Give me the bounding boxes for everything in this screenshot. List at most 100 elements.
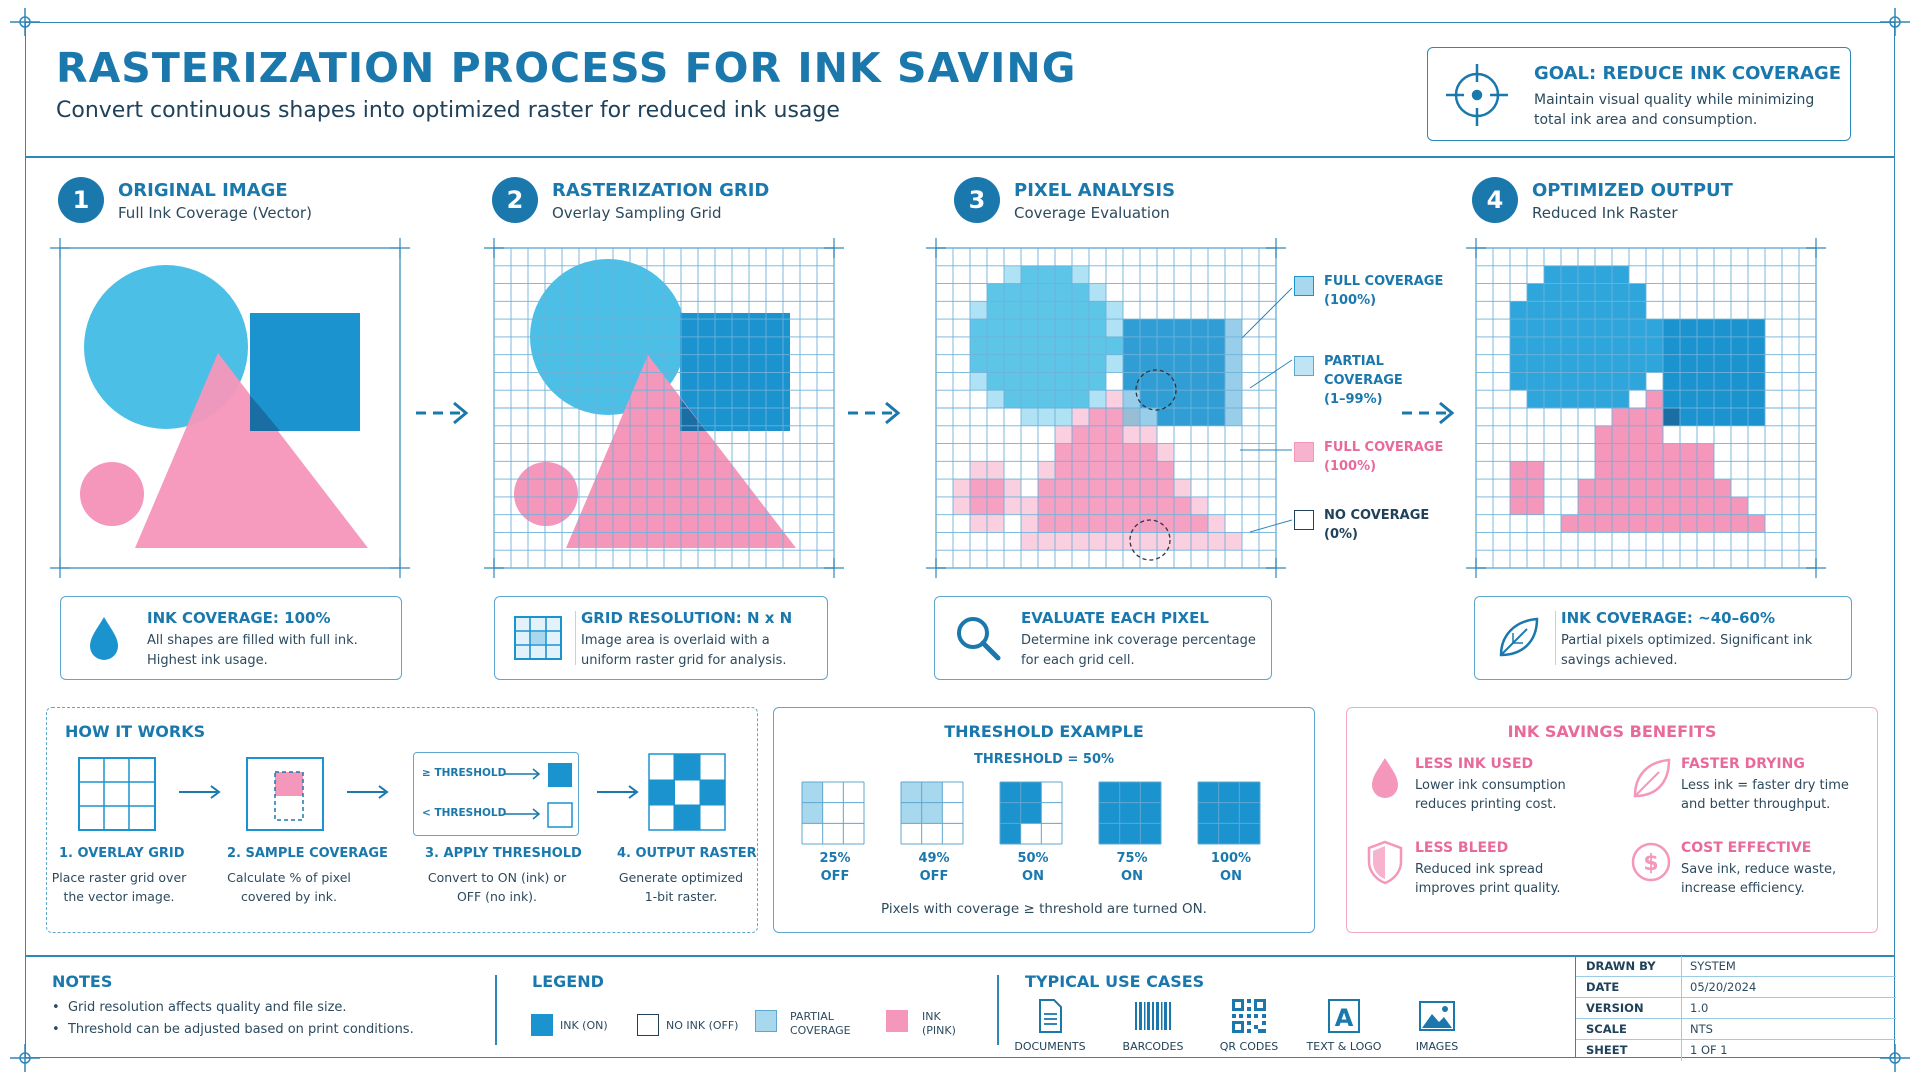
goal-box: GOAL: REDUCE INK COVERAGE Maintain visua… — [1427, 47, 1851, 141]
note-item: • Threshold can be adjusted based on pri… — [52, 1022, 414, 1037]
magnifier-icon — [957, 617, 1001, 661]
info-title: INK COVERAGE: 100% — [147, 609, 331, 627]
threshold-rule-box: ≥ THRESHOLD < THRESHOLD — [413, 752, 579, 836]
benefit-title: LESS BLEED — [1415, 840, 1509, 856]
info-description: Determine ink coverage percentage for ea… — [1021, 633, 1256, 668]
how-it-works-box: HOW IT WORKS ≥ THRESHOLD < THRESHOLD — [46, 707, 758, 933]
leaf-icon — [1633, 758, 1671, 798]
hw-step-desc: Generate optimized 1-bit raster. — [618, 870, 744, 904]
qr-code-icon — [1232, 999, 1266, 1033]
step-4-info: INK COVERAGE: ~40–60% Partial pixels opt… — [1474, 596, 1852, 680]
threshold-examples — [801, 781, 1261, 845]
hw-step-label: 1. OVERLAY GRID — [59, 846, 185, 861]
hw-step-label: 3. APPLY THRESHOLD — [425, 846, 582, 861]
step-subtitle: Reduced Ink Raster — [1532, 204, 1678, 222]
threshold-item-label: 25% OFF — [819, 851, 851, 884]
drawing-frame — [25, 22, 1895, 1058]
goal-description: Maintain visual quality while minimizing… — [1534, 92, 1815, 128]
title-block-row: SHEET 1 OF 1 — [1576, 1040, 1896, 1061]
title-block-row: DATE 05/20/2024 — [1576, 977, 1896, 998]
step-3-info: EVALUATE EACH PIXEL Determine ink covera… — [934, 596, 1272, 680]
benefit-desc: Lower ink consumption reduces printing co… — [1415, 778, 1566, 812]
info-description: All shapes are filled with full ink. Hig… — [147, 633, 358, 668]
legend-swatch-partial — [755, 1010, 777, 1032]
coverage-swatch-full-pink — [1294, 442, 1314, 462]
flow-arrow-2 — [848, 401, 901, 425]
goal-title: GOAL: REDUCE INK COVERAGE — [1534, 63, 1842, 84]
bottom-divider — [495, 975, 497, 1045]
threshold-item-label: 100% ON — [1210, 851, 1252, 884]
step-number: 3 — [954, 177, 1000, 223]
benefit-title: FASTER DRYING — [1681, 756, 1805, 772]
shield-icon — [1367, 840, 1403, 885]
hw-arrow-icon — [597, 785, 639, 799]
legend-swatch-ink-off — [637, 1014, 659, 1036]
threshold-cell-2 — [999, 781, 1063, 845]
threshold-footer: Pixels with coverage ≥ threshold are tur… — [881, 901, 1207, 917]
threshold-example-box: THRESHOLD EXAMPLE THRESHOLD = 50% 25% OFF… — [773, 707, 1315, 933]
info-divider — [1555, 611, 1556, 665]
threshold-item-label: 50% ON — [1017, 851, 1049, 884]
step-title: ORIGINAL IMAGE — [118, 180, 288, 201]
info-description: Partial pixels optimized. Significant in… — [1561, 633, 1813, 668]
benefits-title: INK SAVINGS BENEFITS — [1507, 722, 1717, 741]
pixel-analysis-panel — [926, 238, 1286, 578]
footer-divider — [25, 955, 1895, 957]
step-subtitle: Full Ink Coverage (Vector) — [118, 204, 312, 222]
notes-title: NOTES — [52, 972, 113, 991]
page-title: RASTERIZATION PROCESS FOR INK SAVING — [56, 44, 1077, 92]
step-2-info: GRID RESOLUTION: N x N Image area is ove… — [494, 596, 828, 680]
leaf-icon — [1499, 617, 1539, 657]
threshold-value: THRESHOLD = 50% — [973, 752, 1115, 767]
legend-label: INK (PINK) — [922, 1010, 956, 1037]
coverage-swatch-partial — [1294, 356, 1314, 376]
target-icon — [1446, 64, 1508, 126]
step-title: RASTERIZATION GRID — [552, 180, 770, 201]
legend-label: NO INK (OFF) — [666, 1019, 739, 1032]
benefit-desc: Less ink = faster dry time and better thr… — [1681, 778, 1849, 812]
overlay-grid-icon — [78, 757, 156, 831]
threshold-item-label: 75% ON — [1116, 851, 1148, 884]
use-case-label: BARCODES — [1122, 1040, 1184, 1053]
benefit-desc: Save ink, reduce waste, increase efficien… — [1681, 862, 1837, 896]
use-case-label: TEXT & LOGO — [1306, 1040, 1382, 1053]
hw-arrow-icon — [347, 785, 389, 799]
coverage-swatch-none — [1294, 510, 1314, 530]
title-block-row: SCALE NTS — [1576, 1019, 1896, 1040]
step-number: 2 — [492, 177, 538, 223]
hw-arrow-icon — [179, 785, 221, 799]
threshold-cell-0 — [801, 781, 865, 845]
step-1-info: INK COVERAGE: 100% All shapes are filled… — [60, 596, 402, 680]
use-cases-title: TYPICAL USE CASES — [1025, 972, 1205, 991]
benefit-desc: Reduced ink spread improves print quality… — [1415, 862, 1561, 896]
title-block-row: DRAWN BY SYSTEM — [1576, 956, 1896, 977]
triangle-shape — [135, 353, 368, 548]
info-divider — [575, 611, 576, 665]
threshold-lt-label: < THRESHOLD — [422, 807, 507, 819]
legend-swatch-ink-on — [531, 1014, 553, 1036]
step-number: 1 — [58, 177, 104, 223]
flow-arrow-1 — [416, 401, 469, 425]
header-divider — [25, 156, 1895, 158]
benefits-box: INK SAVINGS BENEFITS LESS INK USED Lower… — [1346, 707, 1878, 933]
rasterization-grid-panel — [484, 238, 844, 578]
title-block: DRAWN BY SYSTEM DATE 05/20/2024 VERSION 1.0… — [1575, 955, 1896, 1061]
grid-icon — [514, 616, 562, 660]
text-logo-icon: A — [1328, 999, 1360, 1033]
coverage-label: FULL COVERAGE (100%) — [1324, 274, 1444, 308]
output-raster-icon — [648, 753, 726, 831]
document-icon — [1039, 999, 1062, 1033]
use-case-label: QR CODES — [1219, 1040, 1279, 1053]
benefit-title: LESS INK USED — [1415, 756, 1534, 772]
info-description: Image area is overlaid with a uniform ra… — [581, 633, 787, 668]
hw-step-label: 4. OUTPUT RASTER — [617, 846, 757, 861]
legend-swatch-ink-pink — [886, 1010, 908, 1032]
hw-step-desc: Convert to ON (ink) or OFF (no ink). — [427, 870, 567, 904]
info-title: GRID RESOLUTION: N x N — [581, 609, 793, 627]
coverage-swatch-full-blue — [1294, 276, 1314, 296]
threshold-example-title: THRESHOLD EXAMPLE — [944, 722, 1144, 741]
title-block-row: VERSION 1.0 — [1576, 998, 1896, 1019]
step-title: OPTIMIZED OUTPUT — [1532, 180, 1733, 201]
threshold-cell-1 — [900, 781, 964, 845]
use-case-label: DOCUMENTS — [1014, 1040, 1086, 1053]
